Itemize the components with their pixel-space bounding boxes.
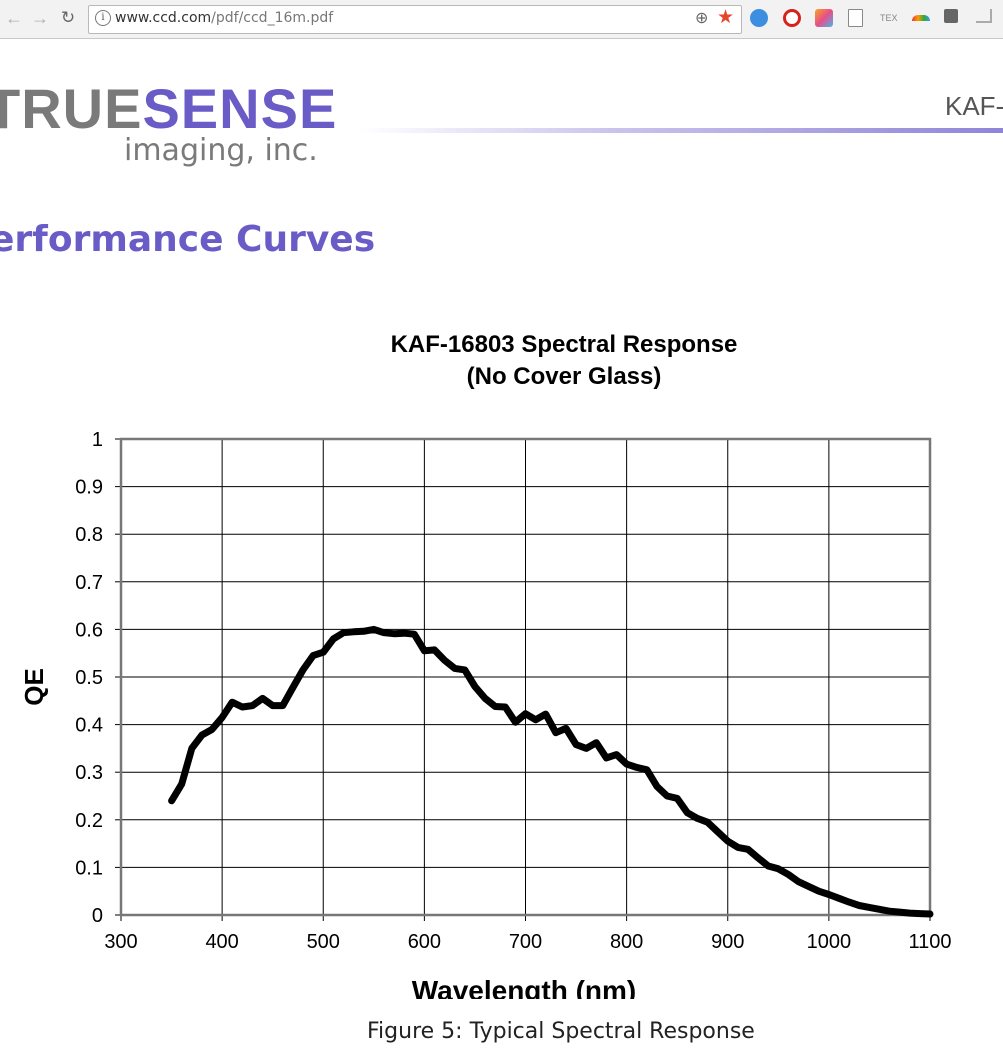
x-tick-label: 400 xyxy=(205,931,238,953)
forward-icon[interactable]: → xyxy=(31,8,49,28)
pdf-page: TRUESENSE imaging, inc. KAF- erformance … xyxy=(0,39,1003,1061)
url-text[interactable]: www.ccd.com/pdf/ccd_16m.pdf xyxy=(115,10,333,26)
address-bar[interactable]: i www.ccd.com/pdf/ccd_16m.pdf ⊕ ★ xyxy=(88,5,742,34)
y-tick-label: 1 xyxy=(92,429,103,451)
chart-grid xyxy=(115,437,932,921)
axis-ticks: 300 400 500 600 700 800 900 1000 1100 0 0.1 0.2 0.3 0… xyxy=(75,429,951,953)
y-tick-label: 0.4 xyxy=(75,715,103,737)
header-rule xyxy=(360,128,1003,133)
document-code: KAF- xyxy=(945,91,1003,121)
y-tick-label: 0.7 xyxy=(75,572,103,594)
rainbow-icon[interactable] xyxy=(912,15,930,21)
logo-subtitle: imaging, inc. xyxy=(124,133,318,168)
info-icon[interactable]: i xyxy=(95,10,111,26)
series-layer xyxy=(168,625,934,918)
section-title: erformance Curves xyxy=(0,219,376,260)
x-tick-label: 800 xyxy=(610,931,643,953)
zoom-icon[interactable]: ⊕ xyxy=(695,10,709,27)
x-tick-label: 500 xyxy=(307,931,340,953)
reload-icon[interactable]: ↻ xyxy=(60,8,76,27)
chart-subtitle: (No Cover Glass) xyxy=(467,363,662,390)
y-axis-label: QE xyxy=(19,668,49,706)
y-tick-label: 0.9 xyxy=(75,477,103,499)
browser-toolbar: ← → ↻ i www.ccd.com/pdf/ccd_16m.pdf ⊕ ★ … xyxy=(0,0,1003,39)
x-tick-label: 900 xyxy=(711,931,744,953)
url-host: www.ccd.com xyxy=(115,10,212,26)
k-icon[interactable] xyxy=(815,9,833,27)
opera-icon[interactable] xyxy=(783,9,801,27)
bookmark-star-icon[interactable]: ★ xyxy=(717,7,735,28)
x-tick-label: 600 xyxy=(408,931,441,953)
qe-series-line xyxy=(168,625,934,918)
y-tick-label: 0.3 xyxy=(75,762,103,784)
back-icon[interactable]: ← xyxy=(5,8,23,28)
plot-frame xyxy=(119,437,932,917)
pin-icon[interactable] xyxy=(750,9,768,27)
x-tick-label: 1100 xyxy=(908,931,951,953)
x-tick-label: 300 xyxy=(104,931,137,953)
y-tick-label: 0 xyxy=(92,905,103,927)
spectral-response-chart: KAF-16803 Spectral Response (No Cover Gl… xyxy=(19,331,952,999)
square-icon[interactable] xyxy=(944,9,958,23)
url-path: /pdf/ccd_16m.pdf xyxy=(211,10,334,26)
tex-icon[interactable]: TEX xyxy=(880,13,898,23)
y-tick-label: 0.8 xyxy=(75,524,103,546)
y-tick-label: 0.6 xyxy=(75,619,103,641)
document-icon[interactable] xyxy=(848,9,863,27)
x-tick-label: 700 xyxy=(509,931,542,953)
y-tick-label: 0.5 xyxy=(75,667,103,689)
company-logo: TRUESENSE xyxy=(0,77,338,140)
chart-title: KAF-16803 Spectral Response xyxy=(391,331,738,358)
share-icon[interactable] xyxy=(976,9,992,23)
x-tick-label: 1000 xyxy=(807,931,852,953)
x-axis-label: Wavelength (nm) xyxy=(412,975,637,999)
y-tick-label: 0.1 xyxy=(75,857,103,879)
y-tick-label: 0.2 xyxy=(75,810,103,832)
figure-caption: Figure 5: Typical Spectral Response xyxy=(367,1019,755,1044)
